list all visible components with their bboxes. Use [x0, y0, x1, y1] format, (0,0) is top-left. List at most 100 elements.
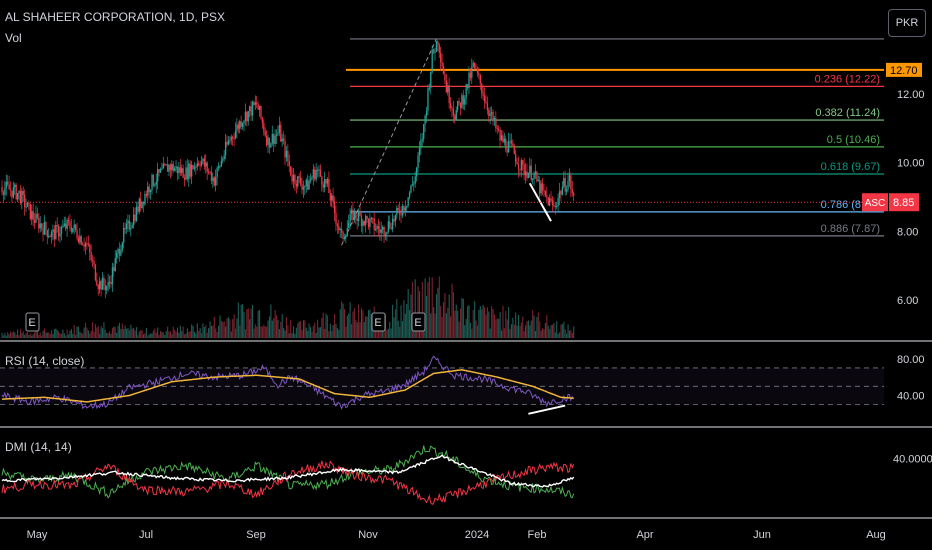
- candle: [29, 203, 31, 219]
- candle: [114, 258, 116, 272]
- volume-bar: [570, 330, 572, 338]
- candle: [519, 168, 521, 170]
- volume-bar: [469, 322, 471, 338]
- candle: [373, 218, 375, 230]
- candle: [188, 163, 190, 180]
- volume-bar: [116, 332, 118, 338]
- volume-bar: [274, 310, 276, 338]
- volume-bar: [370, 313, 372, 338]
- volume-bar: [287, 325, 289, 338]
- volume-bar: [7, 332, 9, 338]
- volume-bar: [560, 324, 562, 338]
- volume-bar: [62, 329, 64, 338]
- candle: [200, 161, 203, 166]
- candle: [299, 177, 302, 185]
- candle: [420, 139, 422, 149]
- candle: [77, 238, 80, 243]
- volume-bar: [414, 279, 416, 338]
- volume-bar: [210, 325, 213, 338]
- volume-bar: [485, 314, 487, 338]
- volume-bar: [203, 327, 205, 338]
- candle: [298, 176, 300, 178]
- volume-bar: [99, 333, 101, 338]
- time-axis-label: May: [27, 529, 48, 541]
- volume-bar: [493, 314, 496, 338]
- volume-bar: [503, 328, 505, 338]
- candle: [292, 174, 295, 182]
- candle: [287, 150, 289, 162]
- candle: [106, 286, 108, 291]
- candle: [380, 229, 382, 233]
- volume-bar: [86, 327, 88, 338]
- earnings-marker: [25, 312, 40, 332]
- volume-bar: [534, 330, 537, 338]
- volume-bar: [65, 335, 67, 338]
- volume-bar: [217, 325, 220, 338]
- candle: [151, 174, 153, 190]
- candle: [26, 202, 29, 207]
- candle: [352, 209, 354, 221]
- volume-bar: [175, 331, 177, 338]
- candle: [546, 195, 548, 198]
- candle: [203, 158, 206, 167]
- candle: [39, 223, 41, 229]
- volume-bar: [543, 329, 545, 338]
- candle: [198, 163, 200, 165]
- last-price-tag: [889, 193, 919, 212]
- volume-bar: [158, 334, 160, 338]
- candle: [16, 192, 19, 200]
- candle: [148, 186, 150, 193]
- candle: [19, 190, 22, 204]
- volume-bar: [417, 286, 419, 338]
- earnings-marker-label: E: [28, 317, 35, 329]
- candle: [478, 73, 480, 76]
- volume-bar: [236, 318, 238, 338]
- candle: [349, 213, 351, 223]
- volume-bar: [321, 317, 323, 338]
- volume-bar: [319, 327, 321, 338]
- candle: [384, 234, 387, 236]
- candle: [191, 165, 193, 177]
- volume-bar: [155, 332, 157, 338]
- volume-bar: [19, 329, 21, 338]
- candle: [561, 186, 564, 195]
- volume-bar: [117, 325, 119, 338]
- volume-bar: [342, 303, 344, 338]
- candle: [325, 179, 327, 184]
- volume-bar: [84, 322, 87, 338]
- candle: [63, 223, 65, 227]
- volume-bar: [284, 330, 286, 338]
- candle: [96, 280, 98, 286]
- volume-bar: [465, 318, 467, 338]
- candle: [5, 181, 7, 189]
- time-axis-label: Jul: [139, 529, 153, 541]
- candle: [526, 171, 528, 179]
- volume-bar: [353, 308, 355, 338]
- candle: [123, 228, 125, 243]
- candle: [65, 223, 67, 229]
- candle: [499, 130, 501, 141]
- volume-bar: [546, 314, 548, 338]
- candle: [196, 163, 198, 167]
- candle: [107, 282, 109, 287]
- volume-bar: [324, 328, 326, 338]
- candle: [417, 155, 419, 168]
- volume-bar: [390, 328, 392, 338]
- volume-bar: [186, 328, 188, 338]
- volume-bar: [101, 328, 104, 338]
- volume-bar: [406, 303, 408, 338]
- candle: [427, 88, 429, 112]
- volume-bar: [499, 312, 501, 338]
- volume-bar: [433, 307, 435, 338]
- volume-bar: [304, 320, 306, 338]
- candle: [56, 225, 58, 227]
- volume-bar: [459, 308, 462, 338]
- candle: [89, 244, 91, 253]
- candle: [91, 259, 94, 261]
- currency-button[interactable]: PKR: [888, 9, 926, 37]
- volume-bar: [106, 332, 108, 338]
- candle: [533, 174, 535, 180]
- candle: [18, 190, 20, 193]
- volume-bar: [396, 298, 398, 338]
- volume-bar: [45, 332, 47, 338]
